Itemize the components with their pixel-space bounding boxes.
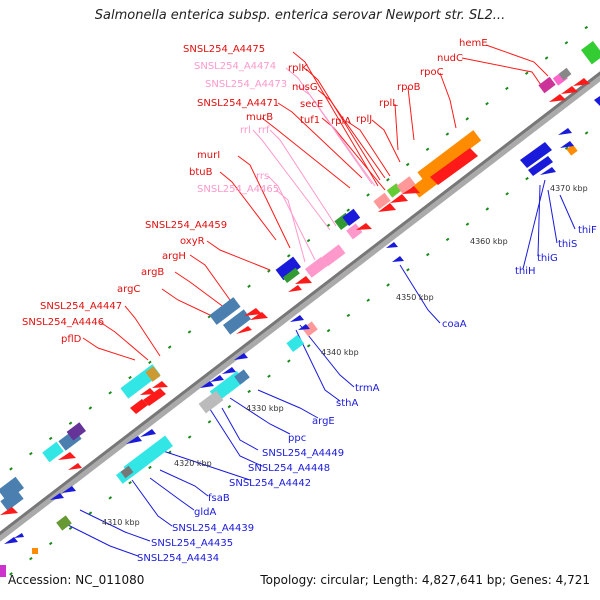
label-thiS: thiS [558, 239, 577, 250]
label-SNSL254_A4471: SNSL254_A4471 [197, 98, 279, 109]
label-rplK: rplK [288, 63, 308, 74]
label-rplA: rplA [331, 116, 351, 127]
scale-label-4320: 4320 kbp [174, 459, 212, 468]
scale-label-4370: 4370 kbp [550, 184, 588, 193]
label-btuB: btuB [189, 167, 213, 178]
label-SNSL254_A4475: SNSL254_A4475 [183, 44, 265, 55]
label-thiH: thiH [515, 266, 536, 277]
label-pflD: pflD [61, 334, 82, 345]
label-SNSL254_A4448: SNSL254_A4448 [248, 463, 330, 474]
label-murI: murI [197, 150, 220, 161]
label-argC: argC [117, 284, 140, 295]
scale-label-4330: 4330 kbp [246, 404, 284, 413]
scale-label-4310: 4310 kbp [102, 518, 140, 527]
forward-label-group: hemE nudC SNSL254_A4475 SNSL254_A4474 rp… [22, 38, 488, 345]
scale-label-4340: 4340 kbp [321, 348, 359, 357]
map-title: Salmonella enterica subsp. enterica sero… [94, 8, 506, 23]
backbone-shadow [0, 72, 600, 542]
label-tuf1: tuf1 [300, 115, 320, 126]
label-ppc: ppc [288, 433, 306, 444]
label-secE: secE [300, 99, 323, 110]
label-SNSL254_A4459: SNSL254_A4459 [145, 220, 227, 231]
label-SNSL254_A4447: SNSL254_A4447 [40, 301, 122, 312]
scale-label-4360: 4360 kbp [470, 237, 508, 246]
label-SNSL254_A4434: SNSL254_A4434 [137, 553, 219, 564]
label-fsaB: fsaB [208, 493, 230, 504]
label-trmA: trmA [355, 383, 380, 394]
label-rrs: rrs [256, 171, 269, 182]
label-SNSL254_A4465: SNSL254_A4465 [197, 184, 279, 195]
label-argE: argE [312, 416, 335, 427]
label-hemE: hemE [459, 38, 488, 49]
backbone [0, 71, 600, 536]
reverse-gene-arrows [4, 96, 600, 544]
label-thiF: thiF [578, 225, 597, 236]
label-rpoB: rpoB [397, 82, 421, 93]
label-rplL: rplL [379, 98, 398, 109]
label-murB: murB [246, 112, 273, 123]
label-nusG: nusG [292, 82, 318, 93]
label-SNSL254_A4442: SNSL254_A4442 [229, 478, 311, 489]
label-rpoC: rpoC [420, 67, 444, 78]
tick-guide-inner [0, 121, 600, 584]
reverse-leader-lines [61, 179, 576, 557]
label-nudC: nudC [437, 53, 463, 64]
label-oxyR: oxyR [180, 236, 205, 247]
forward-gene-arrows [0, 78, 590, 515]
label-argH: argH [162, 251, 186, 262]
topology-text: Topology: circular; Length: 4,827,641 bp… [260, 573, 590, 587]
label-SNSL254_A4446: SNSL254_A4446 [22, 317, 104, 328]
forward-leader-lines [82, 44, 549, 361]
label-thiG: thiG [537, 253, 558, 264]
label-SNSL254_A4439: SNSL254_A4439 [172, 523, 254, 534]
label-SNSL254_A4435: SNSL254_A4435 [151, 538, 233, 549]
label-SNSL254_A4473: SNSL254_A4473 [205, 79, 287, 90]
label-gldA: gldA [194, 507, 216, 518]
scale-label-4350: 4350 kbp [396, 293, 434, 302]
accession-text: Accession: NC_011080 [8, 573, 145, 587]
label-coaA: coaA [442, 319, 467, 330]
label-SNSL254_A4474: SNSL254_A4474 [194, 61, 276, 72]
label-rplJ: rplJ [356, 114, 372, 125]
label-sthA: sthA [336, 398, 358, 409]
label-rrf: rrf [258, 125, 270, 136]
rrna-leader-lines [252, 67, 376, 263]
label-rrl: rrl [240, 125, 251, 136]
label-argB: argB [141, 267, 164, 278]
reverse-label-group: thiF thiS thiG thiH coaA trmA sthA argE … [137, 225, 597, 564]
label-SNSL254_A4449: SNSL254_A4449 [262, 448, 344, 459]
